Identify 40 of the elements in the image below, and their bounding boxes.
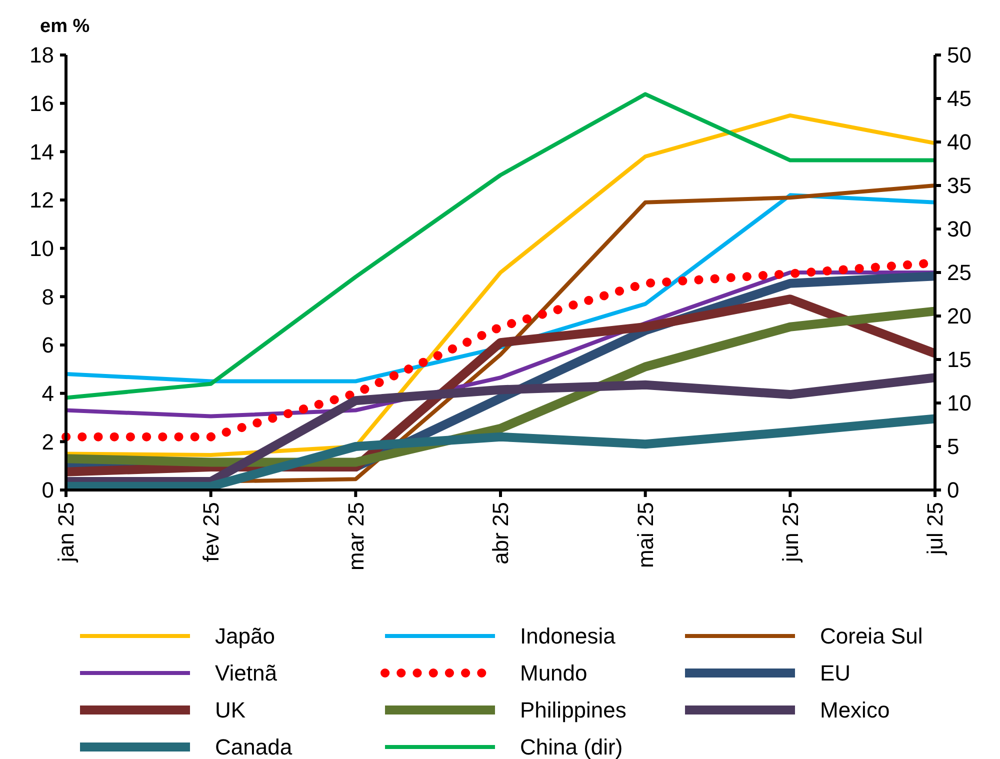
x-tick-label: jul 25 [922, 502, 948, 556]
y2-tick-label: 30 [947, 216, 972, 242]
y2-tick-label: 0 [947, 478, 960, 503]
y-tick-label: 8 [42, 284, 54, 310]
legend-label: Japão [215, 624, 275, 649]
x-tick-label: jun 25 [778, 502, 803, 563]
y-tick-label: 10 [30, 236, 54, 262]
legend-label: Coreia Sul [820, 624, 923, 649]
legend-label: Canada [215, 734, 293, 759]
y-tick-label: 4 [42, 381, 54, 406]
legend-label: Mexico [820, 698, 890, 723]
legend-label: UK [215, 698, 246, 723]
y-axis-title: em % [40, 16, 90, 37]
y-tick-label: 2 [42, 429, 54, 454]
x-tick-label: jan 25 [54, 502, 79, 563]
legend-label: EU [820, 660, 851, 686]
legend-label: Mundo [520, 660, 588, 686]
y2-tick-label: 45 [947, 86, 972, 112]
y-tick-label: 18 [30, 42, 54, 68]
y2-tick-label: 20 [947, 304, 972, 329]
y2-tick-label: 40 [947, 130, 972, 155]
y2-tick-label: 35 [947, 173, 972, 198]
y-tick-label: 12 [30, 188, 54, 213]
y2-tick-label: 50 [947, 42, 972, 68]
x-tick-label: mar 25 [343, 502, 368, 570]
y-tick-label: 14 [30, 139, 54, 164]
y2-tick-label: 5 [947, 434, 960, 460]
x-tick-label: fev 25 [198, 502, 224, 562]
legend-label: China (dir) [520, 734, 623, 759]
y-tick-label: 16 [30, 91, 54, 116]
y-tick-label: 0 [42, 478, 54, 503]
y-tick-label: 6 [42, 332, 54, 358]
legend-label: Philippines [520, 698, 626, 723]
y2-tick-label: 10 [947, 390, 972, 416]
legend-label: Indonesia [520, 624, 616, 649]
x-tick-label: abr 25 [488, 502, 514, 564]
y2-tick-label: 15 [947, 347, 972, 372]
y2-tick-label: 25 [947, 260, 972, 286]
x-tick-label: mai 25 [633, 502, 658, 568]
legend-label: Vietnã [215, 660, 278, 686]
